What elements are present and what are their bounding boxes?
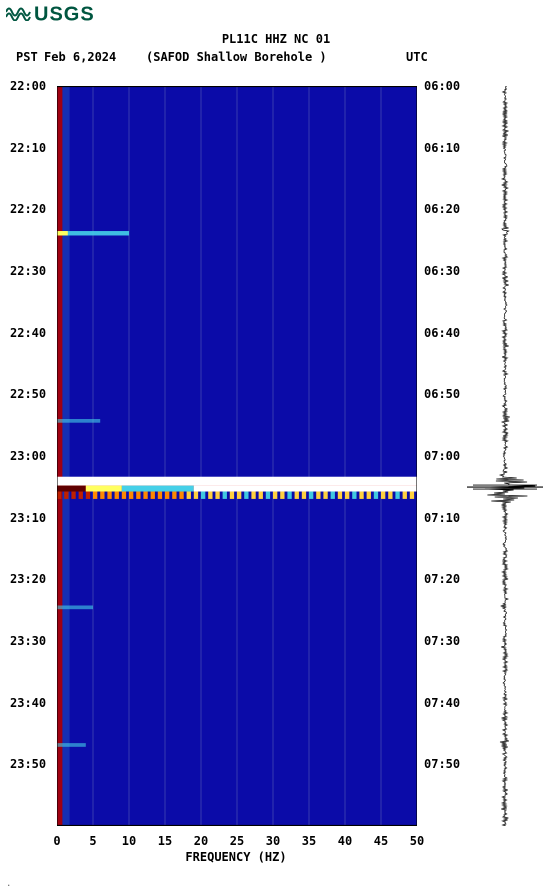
y-tick-left: 22:30 [10, 264, 46, 278]
seismogram-svg [465, 86, 545, 826]
y-tick-left: 22:50 [10, 387, 46, 401]
x-tick: 20 [194, 834, 208, 848]
x-tick: 25 [230, 834, 244, 848]
x-tick: 50 [410, 834, 424, 848]
x-axis-label: FREQUENCY (HZ) [0, 850, 472, 864]
spectrogram-svg [57, 86, 417, 826]
x-tick: 0 [53, 834, 60, 848]
y-tick-right: 07:30 [424, 634, 460, 648]
x-tick: 5 [89, 834, 96, 848]
spectrogram-plot [57, 86, 417, 826]
logo-text: USGS [34, 3, 95, 25]
y-tick-right: 07:50 [424, 757, 460, 771]
y-tick-left: 23:30 [10, 634, 46, 648]
y-tick-left: 22:10 [10, 141, 46, 155]
x-tick: 30 [266, 834, 280, 848]
y-tick-left: 22:00 [10, 79, 46, 93]
usgs-wave-icon [6, 3, 32, 27]
y-tick-right: 06:30 [424, 264, 460, 278]
x-tick: 15 [158, 834, 172, 848]
y-tick-left: 23:50 [10, 757, 46, 771]
x-tick: 35 [302, 834, 316, 848]
station-label: (SAFOD Shallow Borehole ) [146, 50, 327, 64]
y-tick-right: 06:40 [424, 326, 460, 340]
y-tick-left: 23:10 [10, 511, 46, 525]
y-tick-right: 07:10 [424, 511, 460, 525]
y-tick-left: 23:40 [10, 696, 46, 710]
y-tick-right: 06:20 [424, 202, 460, 216]
tz-left-label: PST [16, 50, 38, 64]
y-tick-left: 23:20 [10, 572, 46, 586]
usgs-logo: USGS [6, 3, 95, 27]
tz-right-label: UTC [406, 50, 428, 64]
y-tick-left: 22:20 [10, 202, 46, 216]
y-tick-right: 06:10 [424, 141, 460, 155]
x-tick: 10 [122, 834, 136, 848]
x-tick: 45 [374, 834, 388, 848]
y-tick-right: 07:40 [424, 696, 460, 710]
y-tick-right: 07:00 [424, 449, 460, 463]
footer-mark: . [6, 879, 11, 889]
x-tick: 40 [338, 834, 352, 848]
y-tick-right: 07:20 [424, 572, 460, 586]
y-tick-right: 06:50 [424, 387, 460, 401]
date-label: Feb 6,2024 [44, 50, 116, 64]
seismogram-trace [465, 86, 545, 826]
chart-title: PL11C HHZ NC 01 [0, 32, 552, 46]
y-tick-left: 23:00 [10, 449, 46, 463]
y-tick-left: 22:40 [10, 326, 46, 340]
y-tick-right: 06:00 [424, 79, 460, 93]
